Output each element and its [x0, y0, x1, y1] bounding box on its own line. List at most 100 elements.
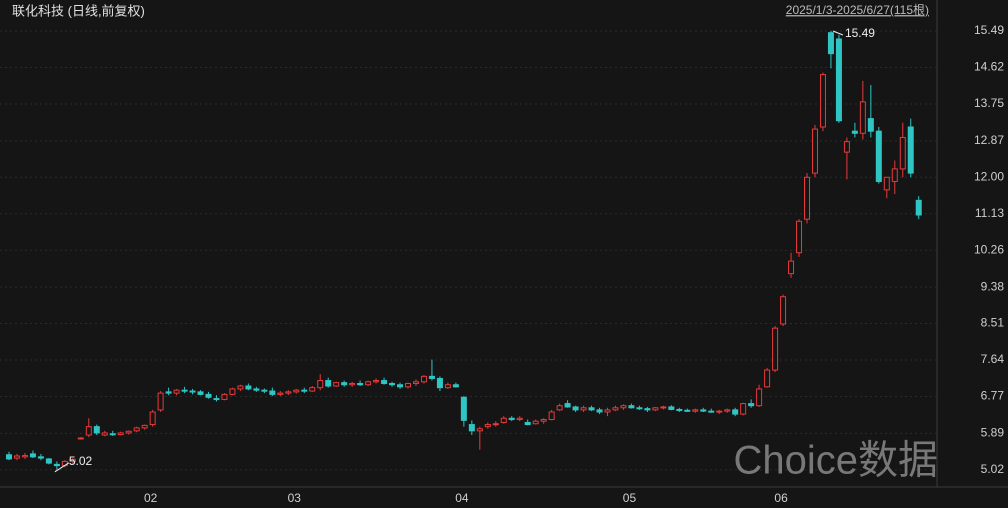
candle-body [460, 396, 467, 421]
candle-body [21, 455, 28, 458]
candle-body [484, 424, 491, 428]
candle-body [93, 426, 100, 434]
y-tick-label: 8.51 [981, 316, 1005, 330]
candle-body [492, 423, 499, 426]
candle-body [596, 409, 603, 413]
candle-body [883, 176, 890, 191]
chart-title: 联化科技 (日线,前复权) [12, 3, 145, 18]
candle-body [412, 381, 419, 384]
candle-body [181, 389, 188, 392]
y-tick-label: 13.75 [974, 96, 1004, 110]
candle-body [564, 403, 571, 408]
candle-body [117, 432, 124, 436]
candle-body [907, 126, 914, 174]
candle-body [381, 380, 388, 384]
max-label: 15.49 [845, 26, 875, 40]
candle-body [444, 384, 451, 389]
candle-body [580, 407, 587, 411]
y-tick-label: 15.49 [974, 23, 1004, 37]
candle-body [867, 118, 874, 132]
candle-body [732, 409, 739, 415]
candle-body [827, 32, 834, 55]
candle-body [69, 458, 76, 462]
candle-body [556, 405, 563, 411]
candle-body [604, 409, 611, 413]
candle-body [45, 458, 52, 464]
candle-body [301, 389, 308, 392]
candle-body [891, 168, 898, 182]
candle-body [476, 428, 483, 432]
candle-body [660, 406, 667, 409]
candle-body [253, 388, 260, 391]
candle-body [724, 409, 731, 412]
candle-body [173, 389, 180, 394]
candle-body [572, 406, 579, 411]
candle-body [189, 390, 196, 393]
candle-body [804, 176, 810, 220]
candle-body [740, 403, 747, 415]
x-tick-label: 06 [774, 491, 788, 505]
candle-body [468, 424, 475, 432]
min-label: 5.02 [69, 454, 93, 468]
candle-body [101, 432, 108, 436]
candle-body [452, 384, 459, 388]
candle-body [692, 409, 699, 412]
x-tick-label: 03 [288, 491, 302, 505]
candle-body [748, 403, 755, 407]
candle-body [37, 456, 44, 459]
candle-body [269, 390, 276, 395]
candle-body [213, 398, 220, 401]
x-tick-label: 05 [623, 491, 637, 505]
candle-body [389, 382, 396, 386]
y-tick-label: 7.64 [981, 352, 1005, 366]
candle-body [756, 388, 763, 407]
candle-body [428, 375, 435, 379]
candle-body [205, 393, 212, 398]
candle-body [13, 455, 20, 459]
candle-body [237, 385, 244, 390]
candle-body [277, 392, 284, 395]
candle-body [357, 382, 364, 386]
candle-body [77, 437, 84, 440]
candle-body [636, 407, 643, 410]
candle-body [796, 220, 803, 254]
candle-body [29, 453, 36, 458]
candle-body [788, 260, 795, 275]
candle-body [668, 406, 675, 410]
candle-body [516, 417, 523, 421]
candle-body [700, 409, 707, 412]
candle-body [293, 389, 300, 393]
candle-body [676, 408, 683, 411]
candle-body [835, 38, 842, 122]
annotation-arrow [54, 462, 70, 473]
candle-body [851, 130, 858, 134]
candle-body [524, 421, 531, 426]
y-tick-label: 11.13 [975, 206, 1004, 220]
candle-body [397, 384, 404, 388]
candle-body [125, 430, 132, 434]
candle-body [109, 433, 116, 436]
candle-body [157, 392, 164, 411]
candle-body [261, 389, 268, 392]
watermark: Choice数据 [733, 439, 938, 483]
candle-body [819, 74, 826, 128]
candle-body [85, 426, 92, 436]
candle-body [899, 136, 906, 170]
candle-body [53, 463, 60, 467]
y-tick-label: 6.77 [981, 389, 1005, 403]
candle-body [221, 393, 228, 400]
annotation-arrow [832, 30, 844, 36]
candle-body [843, 141, 850, 153]
candle-body [325, 380, 332, 387]
candle-body [405, 382, 411, 388]
candle-body [684, 409, 691, 412]
candle-body [644, 408, 651, 411]
y-tick-label: 10.26 [974, 242, 1004, 256]
candle-body [317, 380, 324, 389]
y-tick-label: 12.00 [974, 169, 1004, 183]
candle-body [165, 391, 172, 394]
candle-body [652, 407, 659, 411]
x-tick-label: 04 [455, 491, 469, 505]
candle-body [373, 380, 380, 383]
